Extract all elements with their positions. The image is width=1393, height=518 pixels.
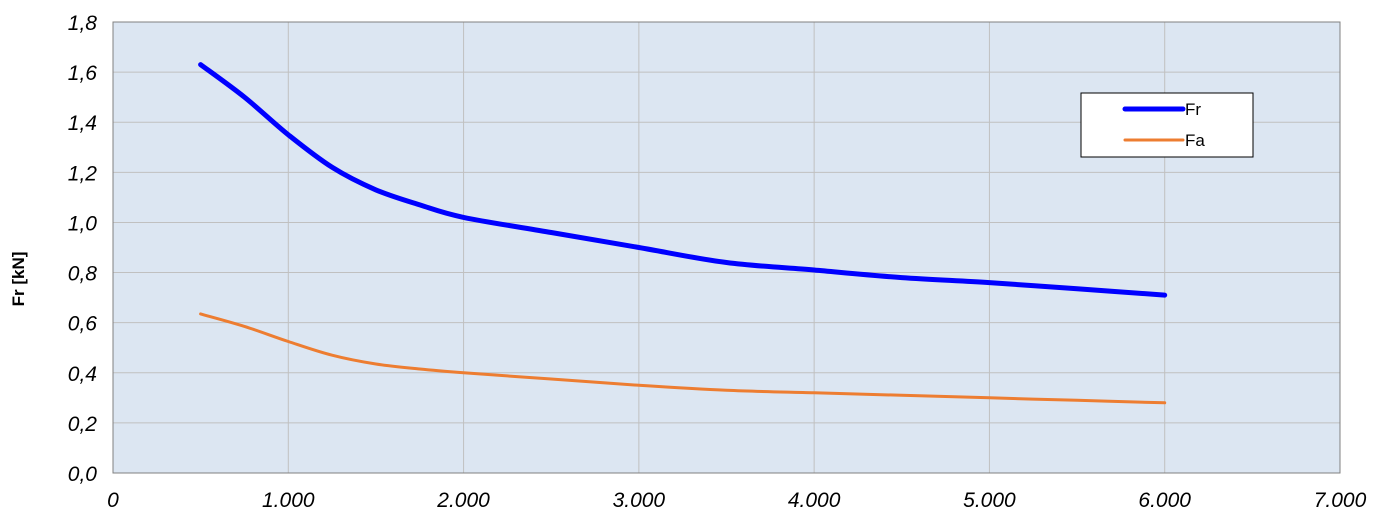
x-tick-label: 0: [107, 489, 119, 512]
x-tick-label: 7.000: [1314, 489, 1367, 512]
y-axis-label: Fr [kN]: [9, 252, 28, 307]
series-line-fr: [198, 62, 1168, 298]
x-tick-label: 4.000: [788, 489, 841, 512]
y-tick-label: 1,6: [68, 62, 98, 85]
legend: Fr Fa: [1080, 92, 1254, 158]
y-tick-label: 1,0: [68, 212, 98, 235]
y-tick-label: 0,8: [68, 263, 98, 286]
plot-area-border: [112, 21, 1341, 474]
y-tick-label: 0,4: [68, 363, 97, 386]
series-line-fa: [199, 312, 1167, 405]
plot-area-background: [113, 22, 1340, 473]
series-layer: [198, 62, 1168, 405]
y-tick-label: 1,4: [68, 112, 97, 135]
y-tick-label: 0,6: [68, 313, 98, 336]
x-tick-label: 3.000: [613, 489, 666, 512]
legend-label-fa: Fa: [1185, 131, 1205, 150]
y-tick-label: 1,2: [68, 162, 98, 185]
y-tick-label: 0,2: [68, 413, 98, 436]
y-tick-label: 0,0: [68, 463, 98, 486]
legend-label-fr: Fr: [1185, 100, 1201, 119]
x-tick-label: 2.000: [436, 489, 490, 512]
x-tick-label: 5.000: [963, 489, 1016, 512]
y-axis-tick-labels: 0,0 0,2 0,4 0,6 0,8 1,0 1,2 1,4 1,6 1,8: [68, 12, 98, 486]
x-tick-label: 1.000: [262, 489, 315, 512]
y-tick-label: 1,8: [68, 12, 98, 35]
x-axis-tick-labels: 0 1.000 2.000 3.000 4.000 5.000 6.000 7.000: [107, 489, 1366, 512]
x-tick-label: 6.000: [1138, 489, 1191, 512]
legend-box: [1080, 92, 1254, 158]
